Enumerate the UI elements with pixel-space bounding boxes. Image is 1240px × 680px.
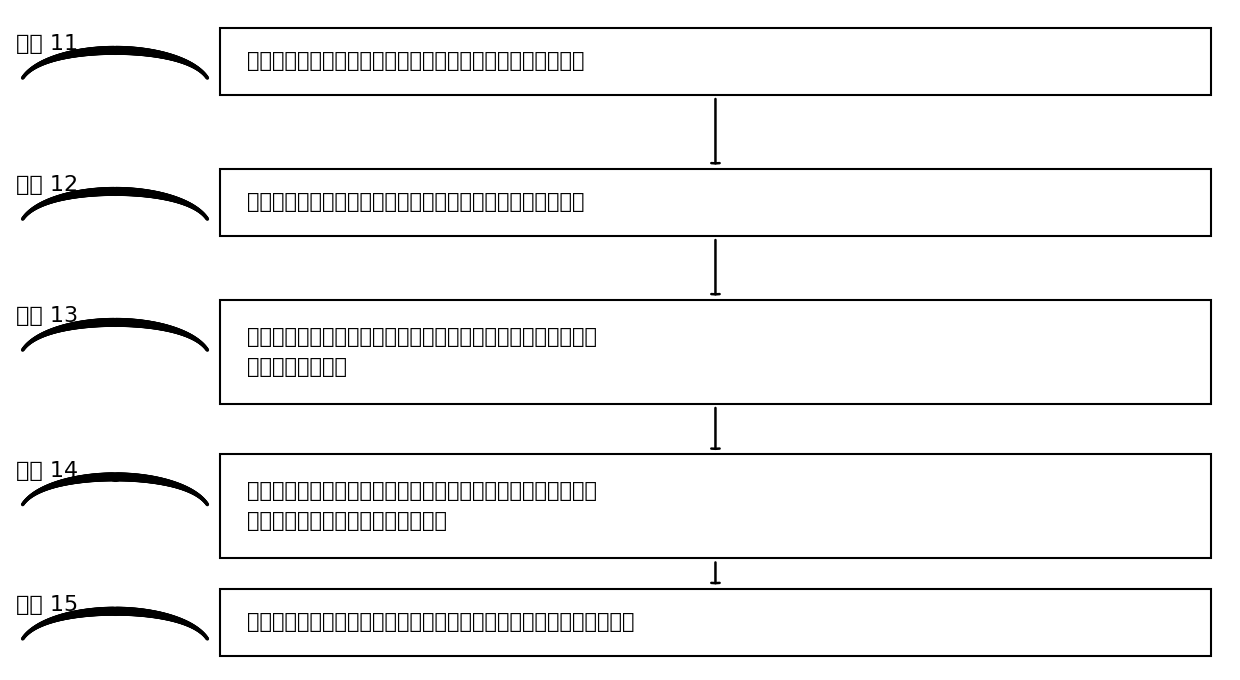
- Text: 对于有效数据的页，先分配空闲页面，后将有效页面上的数据复
制到所述空闲页上: 对于有效数据的页，先分配空闲页面，后将有效页面上的数据复 制到所述空闲页上: [247, 327, 596, 377]
- Text: 根据相关感知映射表查找到该逻辑页对应的物理页后，更新该逻
辑页的映射条目和物理页的映射条目: 根据相关感知映射表查找到该逻辑页对应的物理页后，更新该逻 辑页的映射条目和物理页…: [247, 481, 596, 531]
- Bar: [219, 454, 1211, 558]
- Bar: [219, 28, 1211, 95]
- Text: 待回收块中所有页面遍历完成后，擦除待回收块，修改相应的状态信息: 待回收块中所有页面遍历完成后，擦除待回收块，修改相应的状态信息: [247, 612, 635, 632]
- Bar: [219, 588, 1211, 656]
- Text: 步骤 14: 步骤 14: [16, 461, 78, 481]
- Text: 步骤 15: 步骤 15: [16, 595, 78, 615]
- Text: 步骤 11: 步骤 11: [16, 35, 78, 54]
- Bar: [219, 169, 1211, 236]
- Text: 步骤 12: 步骤 12: [16, 175, 78, 195]
- Text: 对每一个待回收块遍历其中每一个页面，查看其数据是否有效: 对每一个待回收块遍历其中每一个页面，查看其数据是否有效: [247, 192, 584, 212]
- Bar: [219, 300, 1211, 404]
- Text: 步骤 13: 步骤 13: [16, 307, 78, 326]
- Text: 从垃圾块链表中选择一个或多个块作为待回收块，等待被擦除: 从垃圾块链表中选择一个或多个块作为待回收块，等待被擦除: [247, 51, 584, 71]
